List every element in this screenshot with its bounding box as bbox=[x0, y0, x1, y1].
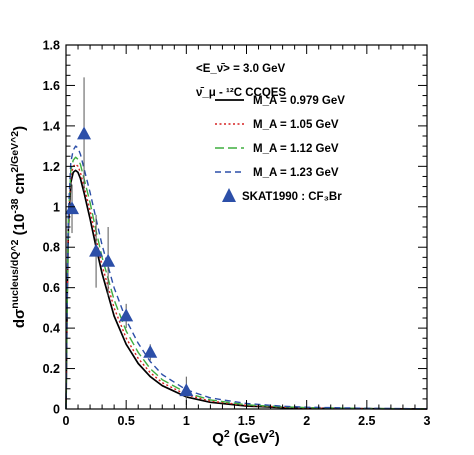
y-tick-label: 1 bbox=[53, 200, 60, 214]
x-axis-title: Q2 (GeV2) bbox=[212, 428, 280, 447]
y-axis-title: dσnucleus/dQ^2 (10-38 cm2/GeV^2) bbox=[9, 126, 28, 328]
legend-label-1: M_A = 1.05 GeV bbox=[253, 119, 339, 131]
data-point-6 bbox=[179, 383, 194, 397]
x-tick-label: 1 bbox=[183, 414, 190, 428]
x-tick-labels: 0 0.5 1 1.5 2 2.5 3 bbox=[63, 414, 431, 428]
y-tick-label: 1.4 bbox=[43, 119, 60, 133]
legend-label-0: M_A = 0.979 GeV bbox=[253, 95, 345, 107]
y-tick-labels: 0 0.2 0.4 0.6 0.8 1 1.2 1.4 1.6 1.8 bbox=[43, 39, 60, 417]
legend-header-energy: <E_ν̄> = 3.0 GeV bbox=[196, 63, 286, 75]
x-tick-label: 0 bbox=[63, 414, 70, 428]
data-points-layer bbox=[65, 77, 194, 405]
curves-layer bbox=[65, 145, 428, 410]
series-line-3 bbox=[65, 145, 428, 410]
x-tick-label: 3 bbox=[424, 414, 431, 428]
y-tick-label: 0.2 bbox=[43, 362, 60, 376]
y-tick-label: 0.8 bbox=[43, 241, 60, 255]
plot-frame bbox=[65, 44, 428, 410]
data-point-2 bbox=[89, 243, 104, 257]
legend-label-2: M_A = 1.12 GeV bbox=[253, 143, 339, 155]
y-tick-label: 0 bbox=[53, 403, 60, 417]
axis-ticks bbox=[65, 44, 428, 410]
x-tick-label: 0.5 bbox=[117, 414, 134, 428]
y-tick-label: 1.2 bbox=[43, 160, 60, 174]
legend-marker-triangle bbox=[222, 188, 236, 202]
y-tick-label: 1.6 bbox=[43, 79, 60, 93]
x-tick-label: 2 bbox=[303, 414, 310, 428]
data-point-5 bbox=[143, 344, 158, 358]
legend-label-3: M_A = 1.23 GeV bbox=[253, 167, 339, 179]
legend-header-process: ν̄_μ - ¹²C CCQES bbox=[196, 87, 286, 99]
x-tick-label: 2.5 bbox=[358, 414, 375, 428]
series-line-0 bbox=[65, 169, 428, 410]
data-point-1 bbox=[77, 126, 92, 140]
y-tick-label: 1.8 bbox=[43, 39, 60, 53]
y-tick-label: 0.6 bbox=[43, 281, 60, 295]
x-tick-label: 1.5 bbox=[238, 414, 255, 428]
data-point-3 bbox=[101, 253, 116, 267]
data-point-4 bbox=[119, 308, 134, 322]
legend-label-data: SKAT1990 : CF₃Br bbox=[242, 191, 342, 203]
data-point-0 bbox=[65, 201, 80, 215]
y-tick-label: 0.4 bbox=[43, 322, 60, 336]
